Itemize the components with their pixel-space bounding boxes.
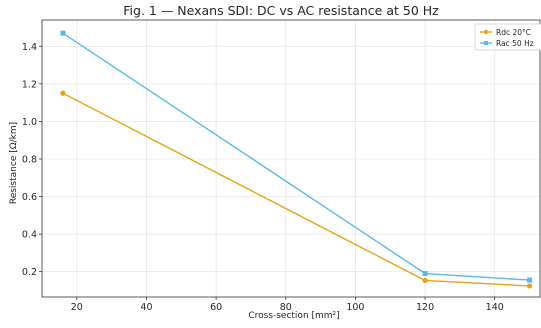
y-tick-label: 0.8: [22, 154, 37, 165]
chart-title: Fig. 1 — Nexans SDI: DC vs AC resistance…: [123, 3, 439, 18]
series-layer: [60, 30, 533, 289]
y-tick-label: 0.2: [22, 267, 37, 278]
y-tick-label: 0.4: [22, 230, 37, 241]
legend-marker: [484, 41, 488, 45]
plot-frame: [41, 19, 541, 298]
y-tick-label: 1.2: [22, 79, 37, 90]
x-tick-label: 140: [486, 302, 504, 313]
y-tick-label: 1.0: [22, 117, 37, 128]
grid: [42, 20, 540, 297]
y-axis-label: Resistance [Ω/km]: [9, 122, 19, 204]
series-line: [62, 92, 530, 287]
data-point: [60, 30, 66, 36]
x-tick-label: 60: [210, 302, 222, 313]
y-tick-label: 1.4: [22, 42, 37, 53]
legend-label: Rac 50 Hz: [496, 39, 534, 48]
legend-label: Rdc 20°C: [496, 28, 531, 37]
x-tick-label: 80: [280, 302, 292, 313]
data-point: [526, 283, 533, 289]
x-axis: 20 40 60 80 100 120 140: [71, 297, 504, 313]
data-point: [60, 90, 66, 96]
data-point: [422, 271, 428, 277]
x-axis-label: Cross-section [mm²]: [248, 311, 339, 321]
y-axis: 0.2 0.4 0.6 0.8 1.0 1.2 1.4: [22, 42, 42, 278]
series-line: [62, 32, 530, 281]
legend-marker: [483, 29, 489, 35]
x-tick-label: 40: [140, 302, 152, 313]
data-point: [422, 277, 428, 284]
data-point: [527, 277, 533, 283]
x-tick-label: 120: [416, 302, 434, 313]
x-tick-label: 20: [71, 302, 83, 313]
legend: Rdc 20°C Rac 50 Hz: [474, 23, 541, 51]
y-tick-label: 0.6: [22, 192, 37, 203]
x-tick-label: 100: [346, 302, 364, 313]
